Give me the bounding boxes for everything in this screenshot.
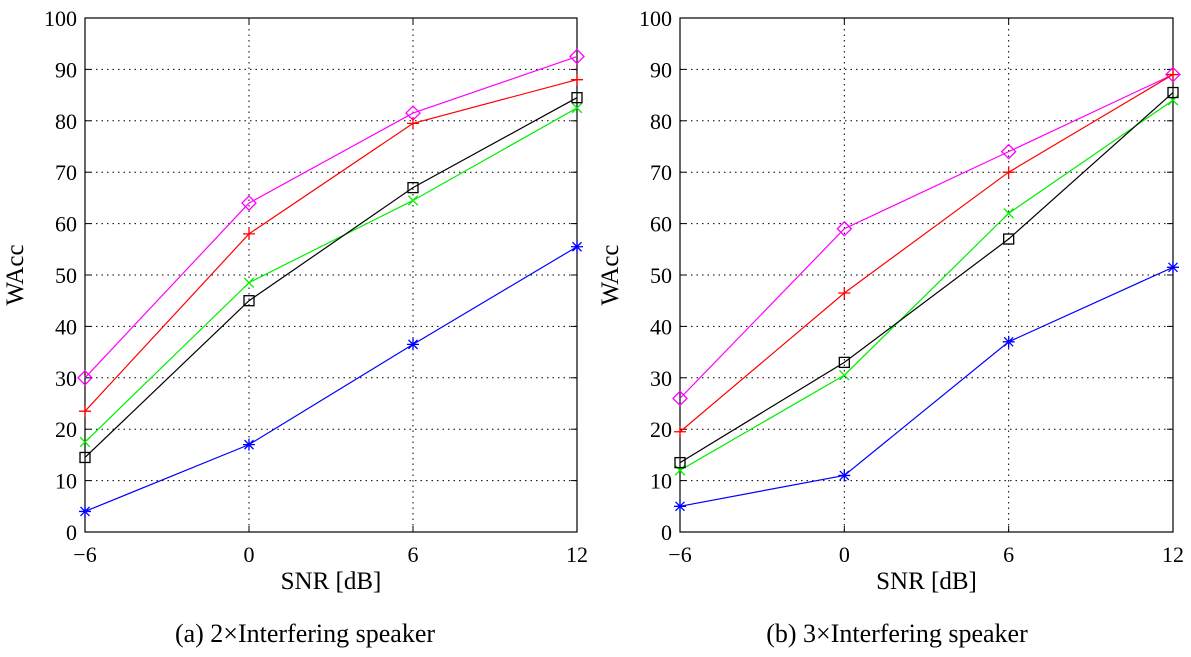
series-line — [679, 266, 1174, 507]
y-tick-label: 80 — [650, 109, 672, 134]
y-tick-label: 50 — [55, 263, 77, 288]
series-line — [84, 107, 578, 443]
series-line — [84, 55, 578, 379]
y-tick-label: 30 — [650, 366, 672, 391]
y-tick-label: 60 — [55, 212, 77, 237]
axes-frame — [679, 17, 1174, 533]
figure-caption: (a) 2×Interfering speaker — [175, 619, 435, 648]
diamond-marker — [1000, 143, 1017, 160]
series-diamond — [672, 66, 1181, 407]
asterisk-marker — [1002, 335, 1015, 348]
y-tick-label: 100 — [639, 6, 672, 31]
square-marker — [243, 295, 255, 307]
plus-marker — [674, 425, 686, 438]
x-tick-label: 0 — [244, 542, 255, 567]
y-tick-label: 70 — [55, 160, 77, 185]
asterisk-marker — [1167, 261, 1179, 274]
x-tick-label: 6 — [1003, 542, 1014, 567]
y-tick-label: 20 — [650, 417, 672, 442]
y-tick-label: 0 — [661, 520, 672, 545]
x-marker — [839, 369, 850, 381]
square-marker — [79, 451, 91, 464]
square-marker — [571, 92, 583, 104]
series-line — [679, 73, 1174, 399]
y-tick-label: 70 — [650, 160, 672, 185]
x-marker — [407, 195, 419, 206]
y-tick-label: 40 — [650, 314, 672, 339]
asterisk-marker — [79, 505, 91, 518]
series-asterisk — [674, 261, 1179, 513]
diamond-marker — [672, 390, 688, 407]
diamond-marker — [77, 369, 93, 386]
series-line — [679, 92, 1174, 464]
series-plus — [79, 73, 583, 418]
y-tick-label: 60 — [650, 212, 672, 237]
axes-frame — [84, 17, 578, 533]
x-marker — [79, 436, 91, 448]
x-axis-label: SNR [dB] — [876, 568, 977, 595]
x-tick-label: 6 — [408, 542, 419, 567]
plus-marker — [571, 73, 583, 86]
series-line — [679, 74, 1174, 433]
series-x — [674, 94, 1179, 476]
x-marker — [1003, 208, 1014, 219]
y-axis-label: WAcc — [597, 244, 624, 305]
asterisk-marker — [407, 338, 419, 351]
series-line — [84, 246, 578, 512]
x-axis-label: SNR [dB] — [281, 568, 382, 595]
y-tick-label: 80 — [55, 109, 77, 134]
plus-marker — [1002, 166, 1015, 179]
series-diamond — [77, 48, 585, 386]
y-tick-label: 90 — [650, 57, 672, 82]
y-axis-label: WAcc — [2, 244, 29, 305]
square-marker — [674, 456, 686, 469]
x-tick-label: 0 — [839, 542, 850, 567]
series-x — [79, 102, 583, 448]
square-marker — [1003, 233, 1015, 245]
y-tick-label: 10 — [55, 469, 77, 494]
x-tick-label: 12 — [566, 542, 588, 567]
y-tick-label: 100 — [44, 6, 77, 31]
series-plus — [674, 68, 1179, 438]
plus-marker — [243, 227, 255, 240]
y-tick-label: 0 — [66, 520, 77, 545]
figure-caption: (b) 3×Interfering speaker — [766, 619, 1028, 648]
y-tick-label: 50 — [650, 263, 672, 288]
square-marker — [838, 356, 850, 369]
x-tick-label: −6 — [73, 542, 96, 567]
asterisk-marker — [674, 500, 686, 513]
diamond-marker — [836, 220, 853, 237]
asterisk-marker — [838, 469, 851, 482]
y-tick-label: 20 — [55, 417, 77, 442]
y-tick-label: 30 — [55, 366, 77, 391]
series-line — [84, 97, 578, 458]
plus-marker — [1167, 68, 1179, 81]
y-tick-label: 40 — [55, 314, 77, 339]
plus-marker — [838, 286, 851, 299]
diamond-marker — [569, 48, 585, 65]
y-tick-label: 10 — [650, 469, 672, 494]
diamond-marker — [1165, 66, 1181, 83]
x-marker — [571, 102, 583, 114]
x-tick-label: 12 — [1162, 542, 1184, 567]
series-line — [679, 99, 1174, 471]
square-marker — [1167, 86, 1179, 99]
series-square — [674, 86, 1179, 469]
series-line — [84, 79, 578, 412]
y-tick-label: 90 — [55, 57, 77, 82]
plus-marker — [79, 405, 91, 418]
series-square — [79, 92, 583, 464]
x-marker — [243, 277, 255, 288]
asterisk-marker — [243, 438, 255, 451]
diamond-marker — [241, 195, 257, 211]
x-tick-label: −6 — [668, 542, 691, 567]
series-asterisk — [79, 240, 583, 518]
asterisk-marker — [571, 240, 583, 253]
plus-marker — [407, 117, 419, 130]
square-marker — [407, 181, 419, 194]
